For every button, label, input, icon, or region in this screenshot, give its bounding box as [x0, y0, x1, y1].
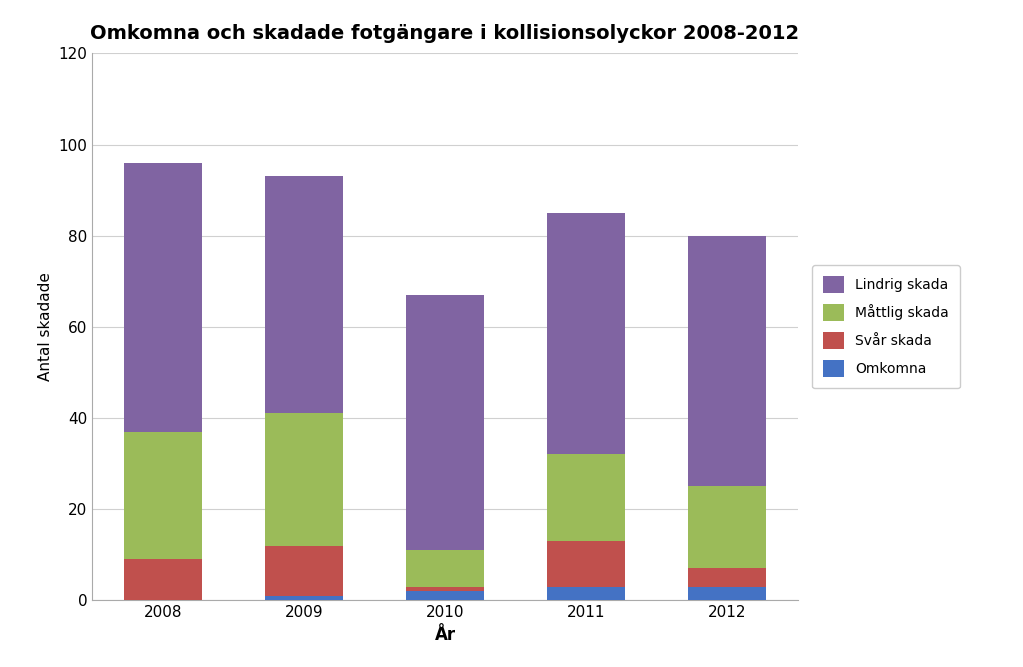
- Bar: [265, 596, 343, 600]
- Bar: [406, 587, 484, 591]
- Bar: [547, 541, 625, 587]
- Bar: [265, 414, 343, 546]
- Bar: [406, 591, 484, 600]
- Legend: Lindrig skada, Måttlig skada, Svår skada, Omkomna: Lindrig skada, Måttlig skada, Svår skada…: [812, 265, 960, 388]
- Bar: [265, 546, 343, 596]
- Y-axis label: Antal skadade: Antal skadade: [38, 272, 53, 382]
- Bar: [124, 432, 202, 559]
- Title: Omkomna och skadade fotgängare i kollisionsolyckor 2008-2012: Omkomna och skadade fotgängare i kollisi…: [90, 25, 800, 43]
- Bar: [688, 486, 766, 568]
- Bar: [547, 587, 625, 600]
- Bar: [547, 213, 625, 454]
- Bar: [124, 163, 202, 432]
- Bar: [265, 176, 343, 414]
- Bar: [688, 568, 766, 587]
- Bar: [406, 550, 484, 587]
- X-axis label: År: År: [435, 626, 455, 644]
- Bar: [547, 454, 625, 541]
- Bar: [406, 295, 484, 550]
- Bar: [124, 559, 202, 600]
- Bar: [688, 235, 766, 486]
- Bar: [688, 587, 766, 600]
